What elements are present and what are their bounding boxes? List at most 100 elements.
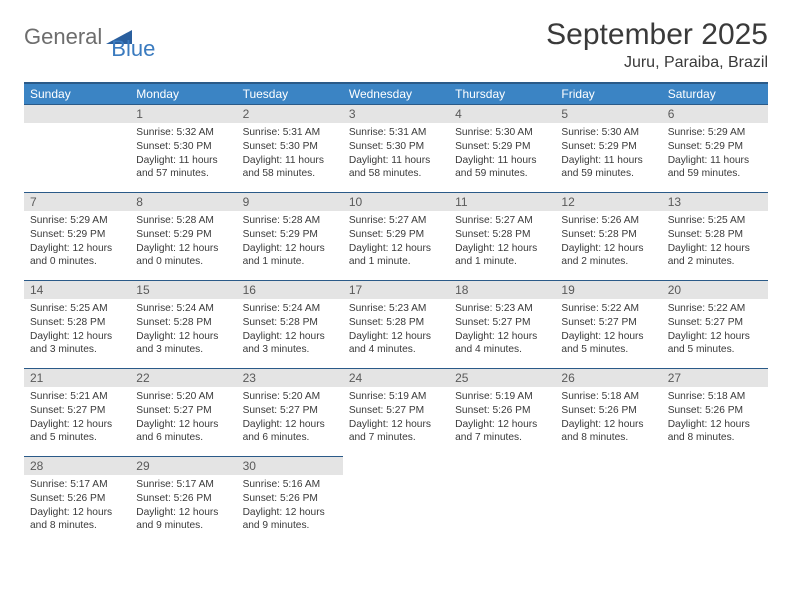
day-data: Sunrise: 5:25 AMSunset: 5:28 PMDaylight:… — [662, 211, 768, 275]
calendar-day-cell: 6Sunrise: 5:29 AMSunset: 5:29 PMDaylight… — [662, 104, 768, 192]
sunrise-text: Sunrise: 5:18 AM — [668, 390, 762, 404]
daylight-text: Daylight: 12 hours and 7 minutes. — [455, 418, 549, 446]
calendar-day-cell: 9Sunrise: 5:28 AMSunset: 5:29 PMDaylight… — [237, 192, 343, 280]
weekday-header: Saturday — [662, 83, 768, 104]
calendar-day-cell: 16Sunrise: 5:24 AMSunset: 5:28 PMDayligh… — [237, 280, 343, 368]
daylight-text: Daylight: 12 hours and 9 minutes. — [243, 506, 337, 534]
sunrise-text: Sunrise: 5:28 AM — [243, 214, 337, 228]
day-number: 21 — [24, 368, 130, 387]
calendar-day-cell: 21Sunrise: 5:21 AMSunset: 5:27 PMDayligh… — [24, 368, 130, 456]
weekday-header: Wednesday — [343, 83, 449, 104]
sunrise-text: Sunrise: 5:22 AM — [668, 302, 762, 316]
sunset-text: Sunset: 5:30 PM — [136, 140, 230, 154]
sunrise-text: Sunrise: 5:31 AM — [349, 126, 443, 140]
sunrise-text: Sunrise: 5:32 AM — [136, 126, 230, 140]
sunrise-text: Sunrise: 5:27 AM — [455, 214, 549, 228]
day-data: Sunrise: 5:21 AMSunset: 5:27 PMDaylight:… — [24, 387, 130, 451]
sunset-text: Sunset: 5:27 PM — [455, 316, 549, 330]
calendar-title: September 2025 — [546, 18, 768, 52]
daylight-text: Daylight: 11 hours and 59 minutes. — [561, 154, 655, 182]
daylight-text: Daylight: 12 hours and 4 minutes. — [455, 330, 549, 358]
calendar-week-row: 7Sunrise: 5:29 AMSunset: 5:29 PMDaylight… — [24, 192, 768, 280]
day-number: 8 — [130, 192, 236, 211]
day-number: 30 — [237, 456, 343, 475]
day-number: 9 — [237, 192, 343, 211]
calendar-day-cell: 13Sunrise: 5:25 AMSunset: 5:28 PMDayligh… — [662, 192, 768, 280]
sunset-text: Sunset: 5:29 PM — [455, 140, 549, 154]
sunrise-text: Sunrise: 5:23 AM — [349, 302, 443, 316]
day-number: 22 — [130, 368, 236, 387]
calendar-week-row: 21Sunrise: 5:21 AMSunset: 5:27 PMDayligh… — [24, 368, 768, 456]
day-data: Sunrise: 5:31 AMSunset: 5:30 PMDaylight:… — [343, 123, 449, 187]
sunset-text: Sunset: 5:29 PM — [668, 140, 762, 154]
daylight-text: Daylight: 12 hours and 7 minutes. — [349, 418, 443, 446]
daylight-text: Daylight: 12 hours and 5 minutes. — [561, 330, 655, 358]
daylight-text: Daylight: 12 hours and 8 minutes. — [30, 506, 124, 534]
day-data: Sunrise: 5:16 AMSunset: 5:26 PMDaylight:… — [237, 475, 343, 539]
sunset-text: Sunset: 5:27 PM — [136, 404, 230, 418]
daylight-text: Daylight: 12 hours and 0 minutes. — [30, 242, 124, 270]
day-number: 19 — [555, 280, 661, 299]
daylight-text: Daylight: 12 hours and 3 minutes. — [243, 330, 337, 358]
day-data: Sunrise: 5:27 AMSunset: 5:28 PMDaylight:… — [449, 211, 555, 275]
sunset-text: Sunset: 5:29 PM — [30, 228, 124, 242]
calendar-day-cell: 27Sunrise: 5:18 AMSunset: 5:26 PMDayligh… — [662, 368, 768, 456]
day-data: Sunrise: 5:17 AMSunset: 5:26 PMDaylight:… — [130, 475, 236, 539]
daylight-text: Daylight: 12 hours and 3 minutes. — [136, 330, 230, 358]
day-data: Sunrise: 5:20 AMSunset: 5:27 PMDaylight:… — [130, 387, 236, 451]
calendar-table: SundayMondayTuesdayWednesdayThursdayFrid… — [24, 82, 768, 544]
sunrise-text: Sunrise: 5:20 AM — [136, 390, 230, 404]
sunrise-text: Sunrise: 5:27 AM — [349, 214, 443, 228]
sunset-text: Sunset: 5:27 PM — [349, 404, 443, 418]
day-data: Sunrise: 5:19 AMSunset: 5:26 PMDaylight:… — [449, 387, 555, 451]
sunrise-text: Sunrise: 5:19 AM — [349, 390, 443, 404]
daylight-text: Daylight: 12 hours and 5 minutes. — [668, 330, 762, 358]
logo-text-general: General — [24, 24, 102, 50]
sunset-text: Sunset: 5:28 PM — [668, 228, 762, 242]
daylight-text: Daylight: 12 hours and 2 minutes. — [561, 242, 655, 270]
daylight-text: Daylight: 12 hours and 5 minutes. — [30, 418, 124, 446]
sunset-text: Sunset: 5:27 PM — [243, 404, 337, 418]
weekday-header: Friday — [555, 83, 661, 104]
calendar-week-row: 1Sunrise: 5:32 AMSunset: 5:30 PMDaylight… — [24, 104, 768, 192]
sunrise-text: Sunrise: 5:31 AM — [243, 126, 337, 140]
sunset-text: Sunset: 5:30 PM — [349, 140, 443, 154]
day-number: 17 — [343, 280, 449, 299]
logo: General Blue — [24, 24, 177, 50]
sunrise-text: Sunrise: 5:30 AM — [561, 126, 655, 140]
day-number: 2 — [237, 104, 343, 123]
sunset-text: Sunset: 5:26 PM — [136, 492, 230, 506]
day-data: Sunrise: 5:29 AMSunset: 5:29 PMDaylight:… — [24, 211, 130, 275]
calendar-day-cell: 4Sunrise: 5:30 AMSunset: 5:29 PMDaylight… — [449, 104, 555, 192]
weekday-header: Monday — [130, 83, 236, 104]
calendar-day-cell: 8Sunrise: 5:28 AMSunset: 5:29 PMDaylight… — [130, 192, 236, 280]
day-number — [24, 104, 130, 123]
sunset-text: Sunset: 5:27 PM — [30, 404, 124, 418]
day-number: 25 — [449, 368, 555, 387]
calendar-day-cell: 25Sunrise: 5:19 AMSunset: 5:26 PMDayligh… — [449, 368, 555, 456]
day-data: Sunrise: 5:30 AMSunset: 5:29 PMDaylight:… — [555, 123, 661, 187]
day-number: 20 — [662, 280, 768, 299]
day-data: Sunrise: 5:31 AMSunset: 5:30 PMDaylight:… — [237, 123, 343, 187]
sunrise-text: Sunrise: 5:30 AM — [455, 126, 549, 140]
day-number: 5 — [555, 104, 661, 123]
day-data: Sunrise: 5:23 AMSunset: 5:27 PMDaylight:… — [449, 299, 555, 363]
calendar-day-cell: 17Sunrise: 5:23 AMSunset: 5:28 PMDayligh… — [343, 280, 449, 368]
daylight-text: Daylight: 11 hours and 58 minutes. — [349, 154, 443, 182]
day-data: Sunrise: 5:20 AMSunset: 5:27 PMDaylight:… — [237, 387, 343, 451]
calendar-day-cell: 11Sunrise: 5:27 AMSunset: 5:28 PMDayligh… — [449, 192, 555, 280]
sunrise-text: Sunrise: 5:21 AM — [30, 390, 124, 404]
sunset-text: Sunset: 5:26 PM — [30, 492, 124, 506]
daylight-text: Daylight: 12 hours and 1 minute. — [455, 242, 549, 270]
day-number: 1 — [130, 104, 236, 123]
day-data: Sunrise: 5:26 AMSunset: 5:28 PMDaylight:… — [555, 211, 661, 275]
day-number: 13 — [662, 192, 768, 211]
calendar-day-cell: 23Sunrise: 5:20 AMSunset: 5:27 PMDayligh… — [237, 368, 343, 456]
calendar-day-cell: 15Sunrise: 5:24 AMSunset: 5:28 PMDayligh… — [130, 280, 236, 368]
sunset-text: Sunset: 5:26 PM — [243, 492, 337, 506]
day-number: 23 — [237, 368, 343, 387]
day-number: 24 — [343, 368, 449, 387]
sunset-text: Sunset: 5:27 PM — [561, 316, 655, 330]
day-number: 4 — [449, 104, 555, 123]
calendar-day-cell: 1Sunrise: 5:32 AMSunset: 5:30 PMDaylight… — [130, 104, 236, 192]
